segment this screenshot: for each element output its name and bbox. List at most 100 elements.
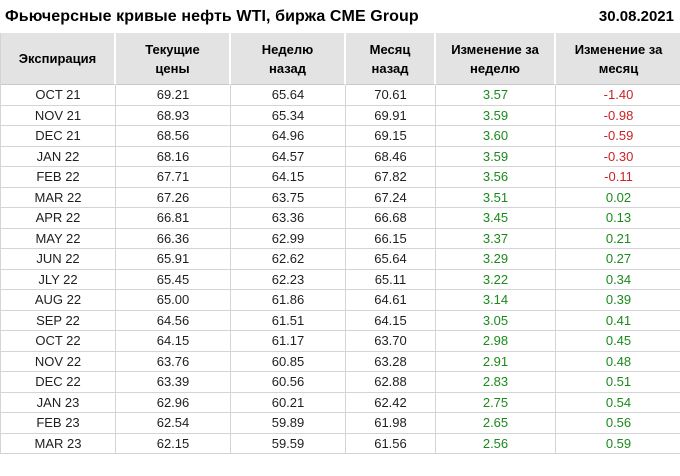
week-change-cell: 3.59 [436, 146, 556, 167]
expiration-cell: SEP 22 [1, 310, 116, 331]
expiration-cell: OCT 21 [1, 85, 116, 106]
month-change-cell: 0.54 [556, 393, 680, 413]
month-change-cell: 0.02 [556, 188, 680, 208]
week-change-cell: 2.98 [436, 331, 556, 352]
col-header-expiration: Экспирация [1, 33, 116, 85]
current-price-cell: 62.15 [116, 433, 231, 454]
expiration-cell: MAR 23 [1, 433, 116, 454]
week-ago-cell: 61.51 [231, 310, 346, 331]
titlebar: Фьючерсные кривые нефть WTI, биржа CME G… [0, 0, 680, 33]
expiration-cell: JUN 22 [1, 249, 116, 270]
week-ago-cell: 63.75 [231, 187, 346, 208]
month-ago-cell: 61.98 [346, 413, 436, 434]
week-ago-cell: 63.36 [231, 208, 346, 229]
month-ago-cell: 65.64 [346, 249, 436, 270]
futures-table-head: Экспирация Текущие цены Неделю назад Мес… [1, 33, 680, 85]
futures-table-body: OCT 21 69.21 65.64 70.61 3.57 -1.40 NOV 21 68.9… [1, 85, 680, 454]
week-ago-cell: 65.64 [231, 85, 346, 106]
week-change-cell: 2.65 [436, 413, 556, 434]
month-ago-cell: 62.88 [346, 372, 436, 393]
week-change-cell: 3.14 [436, 290, 556, 311]
week-change-cell: 3.29 [436, 249, 556, 270]
current-price-cell: 66.81 [116, 208, 231, 229]
table-row: JUN 22 65.91 62.62 65.64 3.29 0.27 [1, 249, 680, 270]
week-ago-cell: 64.57 [231, 146, 346, 167]
month-change-cell: -1.40 [556, 85, 680, 106]
month-ago-cell: 61.56 [346, 433, 436, 454]
current-price-cell: 67.71 [116, 167, 231, 188]
month-ago-cell: 64.61 [346, 290, 436, 311]
expiration-cell: JLY 22 [1, 269, 116, 290]
week-ago-cell: 60.85 [231, 351, 346, 372]
expiration-cell: MAR 22 [1, 187, 116, 208]
week-change-cell: 3.59 [436, 105, 556, 126]
month-change-cell: -0.59 [556, 126, 680, 147]
current-price-cell: 66.36 [116, 228, 231, 249]
table-row: JLY 22 65.45 62.23 65.11 3.22 0.34 [1, 269, 680, 290]
expiration-cell: JAN 23 [1, 392, 116, 413]
table-row: OCT 22 64.15 61.17 63.70 2.98 0.45 [1, 331, 680, 352]
table-row: JAN 23 62.96 60.21 62.42 2.75 0.54 [1, 392, 680, 413]
current-price-cell: 62.54 [116, 413, 231, 434]
report-date: 30.08.2021 [598, 8, 674, 25]
week-ago-cell: 64.96 [231, 126, 346, 147]
current-price-cell: 65.91 [116, 249, 231, 270]
week-ago-cell: 62.23 [231, 269, 346, 290]
month-ago-cell: 69.15 [346, 126, 436, 147]
current-price-cell: 63.39 [116, 372, 231, 393]
month-ago-cell: 67.24 [346, 187, 436, 208]
week-ago-cell: 60.21 [231, 392, 346, 413]
table-row: DEC 22 63.39 60.56 62.88 2.83 0.51 [1, 372, 680, 393]
month-ago-cell: 65.11 [346, 269, 436, 290]
month-ago-cell: 66.68 [346, 208, 436, 229]
month-ago-cell: 62.42 [346, 392, 436, 413]
week-change-cell: 2.83 [436, 372, 556, 393]
month-ago-cell: 69.91 [346, 105, 436, 126]
week-ago-cell: 62.99 [231, 228, 346, 249]
expiration-cell: DEC 21 [1, 126, 116, 147]
current-price-cell: 63.76 [116, 351, 231, 372]
col-header-month-change: Изменение за месяц [556, 33, 680, 85]
page-title: Фьючерсные кривые нефть WTI, биржа CME G… [5, 7, 419, 25]
week-change-cell: 3.22 [436, 269, 556, 290]
col-header-week-change: Изменение за неделю [436, 33, 556, 85]
month-change-cell: 0.48 [556, 352, 680, 372]
table-row: FEB 23 62.54 59.89 61.98 2.65 0.56 [1, 413, 680, 434]
col-header-week-ago: Неделю назад [231, 33, 346, 85]
month-ago-cell: 68.46 [346, 146, 436, 167]
month-ago-cell: 63.28 [346, 351, 436, 372]
expiration-cell: DEC 22 [1, 372, 116, 393]
month-change-cell: 0.13 [556, 208, 680, 229]
current-price-cell: 69.21 [116, 85, 231, 106]
current-price-cell: 68.56 [116, 126, 231, 147]
table-row: OCT 21 69.21 65.64 70.61 3.57 -1.40 [1, 85, 680, 106]
week-ago-cell: 61.17 [231, 331, 346, 352]
col-header-month-ago: Месяц назад [346, 33, 436, 85]
month-change-cell: -0.98 [556, 106, 680, 126]
expiration-cell: AUG 22 [1, 290, 116, 311]
week-change-cell: 2.75 [436, 392, 556, 413]
header-row: Экспирация Текущие цены Неделю назад Мес… [1, 33, 680, 85]
table-row: NOV 21 68.93 65.34 69.91 3.59 -0.98 [1, 105, 680, 126]
expiration-cell: NOV 22 [1, 351, 116, 372]
current-price-cell: 64.15 [116, 331, 231, 352]
current-price-cell: 68.93 [116, 105, 231, 126]
week-change-cell: 3.05 [436, 310, 556, 331]
week-change-cell: 3.37 [436, 228, 556, 249]
current-price-cell: 65.00 [116, 290, 231, 311]
week-ago-cell: 61.86 [231, 290, 346, 311]
month-change-cell: 0.51 [556, 372, 680, 393]
week-change-cell: 3.60 [436, 126, 556, 147]
table-row: MAY 22 66.36 62.99 66.15 3.37 0.21 [1, 228, 680, 249]
current-price-cell: 68.16 [116, 146, 231, 167]
week-ago-cell: 64.15 [231, 167, 346, 188]
expiration-cell: MAY 22 [1, 228, 116, 249]
month-ago-cell: 66.15 [346, 228, 436, 249]
current-price-cell: 67.26 [116, 187, 231, 208]
week-ago-cell: 59.89 [231, 413, 346, 434]
month-change-cell: -0.11 [556, 167, 680, 188]
month-change-cell: -0.30 [556, 147, 680, 167]
expiration-cell: APR 22 [1, 208, 116, 229]
month-change-cell: 0.27 [556, 249, 680, 270]
